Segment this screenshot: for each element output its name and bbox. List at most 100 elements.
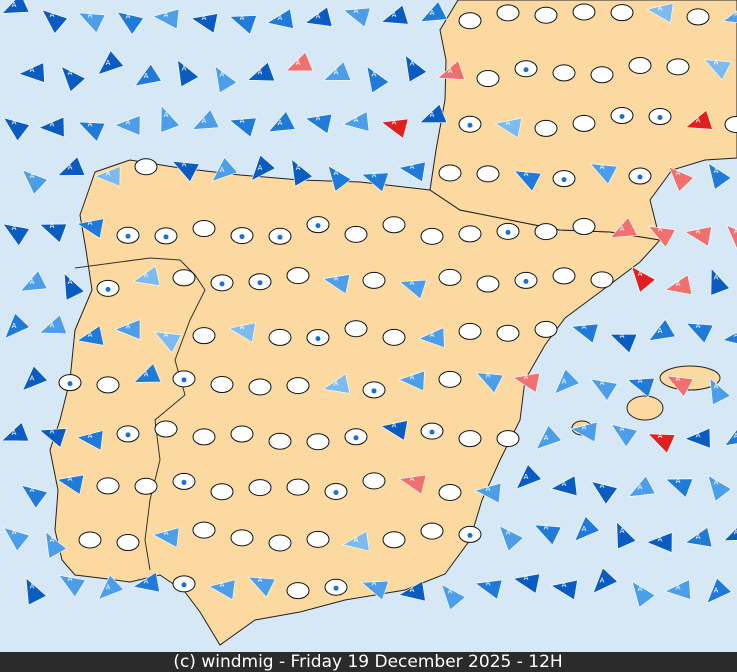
calm-marker: [192, 428, 216, 446]
wind-flag: A: [4, 312, 31, 339]
calm-marker: [96, 376, 120, 394]
flag-letter: A: [68, 475, 73, 483]
calm-marker: [458, 430, 482, 448]
wind-triangle: [398, 370, 425, 392]
wind-triangle: [152, 527, 180, 548]
rain-drop: [523, 67, 529, 73]
wind-flag: A: [21, 169, 49, 195]
wind-flag: A: [134, 63, 162, 87]
wind-flag: A: [45, 531, 68, 559]
wind-flag: A: [3, 527, 31, 552]
flag-letter: A: [430, 331, 435, 339]
wind-triangle: [4, 312, 31, 339]
wind-triangle: [398, 580, 426, 602]
wind-triangle: [398, 279, 427, 300]
wind-triangle: [41, 9, 69, 35]
wind-flag: A: [647, 432, 676, 454]
flag-letter: A: [410, 279, 415, 287]
flag-letter: A: [278, 14, 283, 22]
wind-flag: A: [646, 532, 673, 553]
calm-marker: [458, 12, 482, 30]
wind-triangle: [60, 65, 86, 93]
flag-letter: A: [410, 586, 415, 594]
flag-letter: A: [410, 163, 415, 171]
flag-letter: A: [106, 59, 111, 67]
wind-flag: A: [665, 477, 694, 499]
wind-triangle: [22, 365, 49, 392]
flag-letter: A: [638, 484, 643, 492]
wind-flag: A: [668, 166, 695, 193]
wind-flag: A: [247, 576, 276, 598]
flag-letter: A: [164, 331, 169, 339]
wind-flag: A: [550, 579, 578, 601]
wind-flag: A: [19, 270, 48, 292]
flag-letter: A: [68, 69, 73, 77]
calm-marker: [96, 477, 120, 495]
wind-triangle: [57, 156, 86, 176]
calm-marker: [286, 377, 310, 395]
wind-flag: A: [58, 574, 86, 598]
flag-letter: A: [620, 527, 625, 535]
wind-flag: A: [380, 4, 409, 25]
wind-triangle: [20, 484, 49, 509]
calm-marker: [210, 376, 234, 394]
flag-letter: A: [88, 120, 93, 128]
flag-letter: A: [562, 378, 567, 386]
wind-flag: A: [418, 327, 445, 349]
flag-letter: A: [448, 67, 453, 75]
calm-marker: [438, 370, 462, 388]
wind-flag: A: [76, 430, 104, 451]
wind-flag: A: [626, 377, 655, 398]
wind-triangle: [380, 420, 408, 441]
wind-flag: A: [38, 427, 67, 449]
rain-drop: [467, 122, 473, 128]
wind-triangle: [684, 526, 713, 548]
rain-drop: [315, 223, 321, 229]
wind-triangle: [550, 579, 578, 601]
flag-letter: A: [696, 116, 701, 124]
wind-flag: A: [342, 530, 370, 552]
calm-marker: [496, 324, 520, 342]
wind-flag: A: [360, 171, 389, 193]
wind-triangle: [1, 421, 30, 442]
calm-marker: [268, 432, 292, 450]
flag-letter: A: [202, 117, 207, 125]
wind-triangle: [214, 65, 238, 94]
calm-marker: [458, 225, 482, 243]
flag-letter: A: [12, 119, 17, 127]
wind-flag: A: [554, 368, 581, 395]
flag-letter: A: [392, 119, 397, 127]
flag-letter: A: [696, 227, 701, 235]
flag-letter: A: [240, 324, 245, 332]
wind-triangle: [360, 172, 389, 193]
flag-letter: A: [734, 528, 737, 536]
calm-marker: [610, 4, 634, 22]
wind-triangle: [419, 0, 448, 23]
calm-marker: [78, 531, 102, 549]
wind-flag: A: [77, 120, 106, 143]
calm-marker: [458, 322, 482, 340]
flag-letter: A: [164, 111, 169, 119]
wind-flag: A: [646, 2, 674, 24]
calm-marker: [438, 483, 462, 501]
rain-drop: [523, 278, 529, 284]
wind-triangle: [45, 531, 68, 559]
wind-triangle: [535, 424, 563, 450]
calm-marker: [248, 378, 272, 396]
flag-letter: A: [296, 164, 301, 172]
rain-drop: [353, 435, 359, 441]
flag-letter: A: [638, 270, 643, 278]
wind-flag: A: [380, 420, 408, 441]
flag-letter: A: [600, 482, 605, 490]
wind-triangle: [515, 463, 543, 490]
wind-triangle: [360, 580, 390, 601]
flag-letter: A: [658, 432, 663, 440]
wind-triangle: [38, 116, 65, 138]
wind-flag: A: [304, 6, 333, 27]
wind-flag: A: [228, 322, 256, 343]
flag-letter: A: [334, 169, 339, 177]
wind-triangle: [590, 481, 619, 505]
wind-flag: A: [304, 113, 333, 135]
calm-marker: [172, 269, 196, 287]
flag-letter: A: [734, 432, 737, 440]
